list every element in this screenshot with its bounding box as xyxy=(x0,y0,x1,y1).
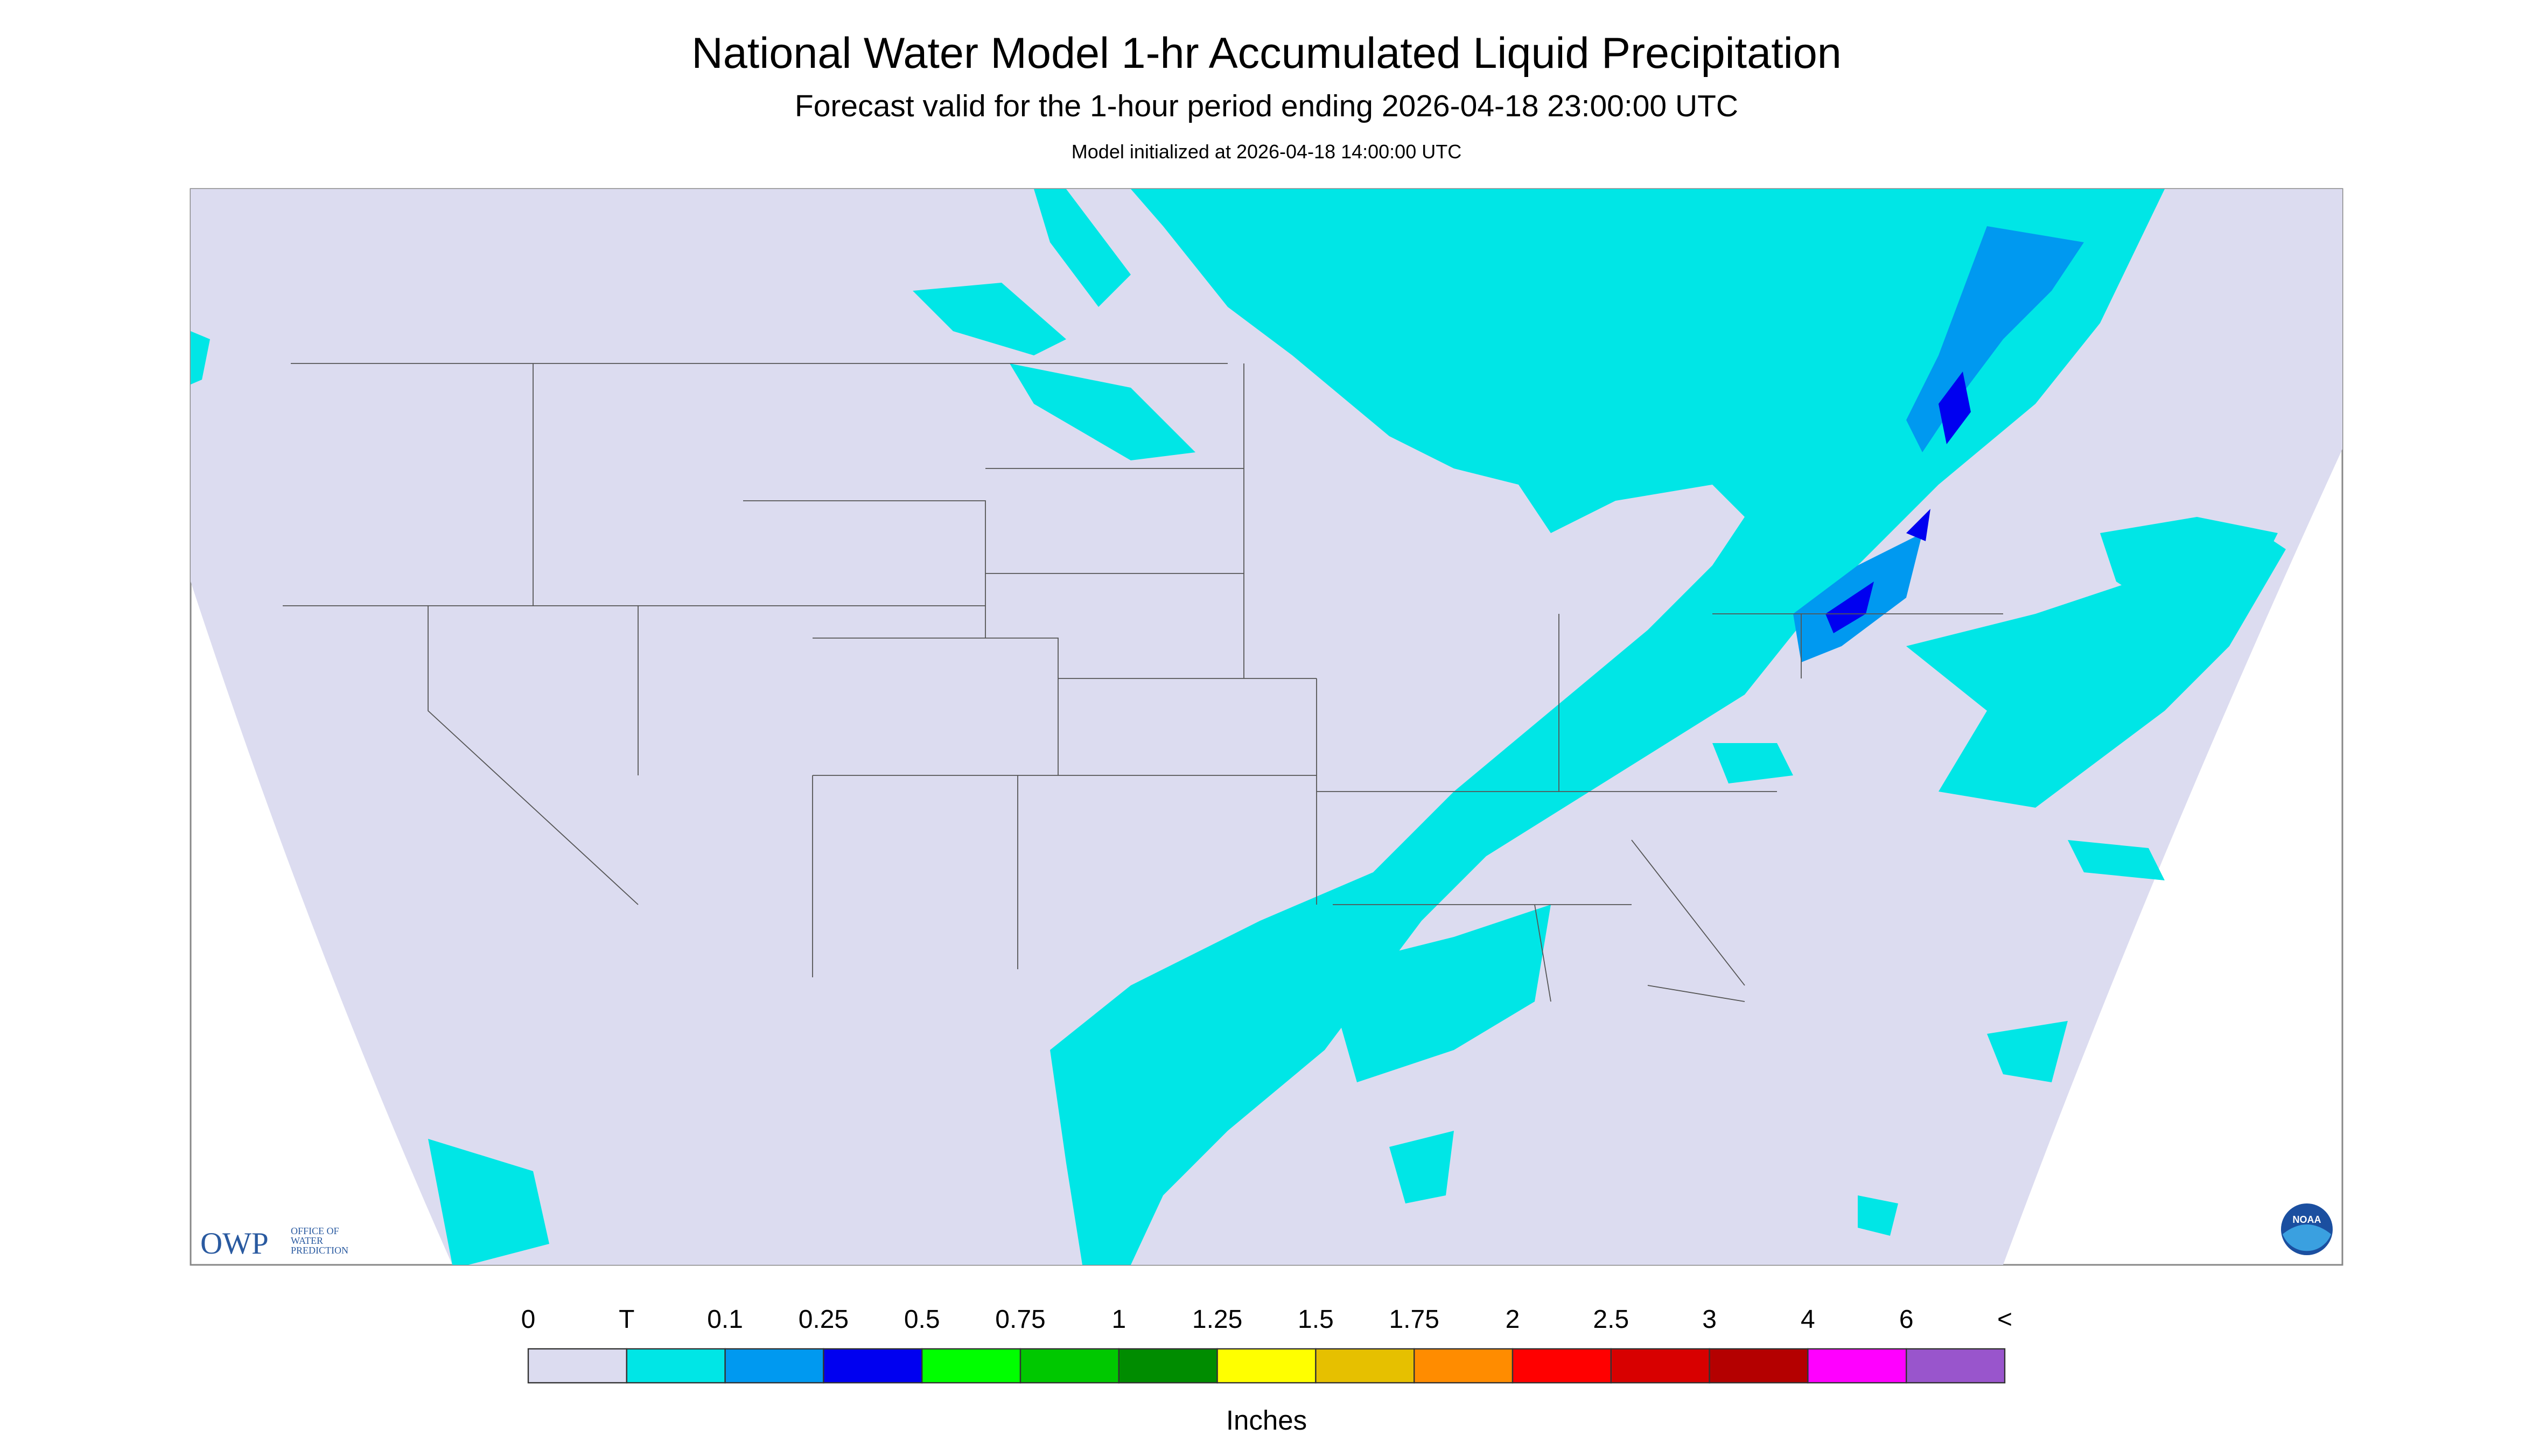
legend-label: 1.25 xyxy=(1192,1305,1242,1334)
state-lines xyxy=(283,363,2003,1002)
precip-trace xyxy=(191,189,2286,1265)
legend-units: Inches xyxy=(1226,1405,1307,1436)
owp-mark: OWP xyxy=(200,1227,269,1261)
legend-label: 2 xyxy=(1506,1305,1520,1334)
legend-label: 1.5 xyxy=(1298,1305,1334,1334)
legend-label: 3 xyxy=(1702,1305,1717,1334)
legend-label: T xyxy=(619,1305,634,1334)
owp-text: WATER xyxy=(291,1235,323,1246)
title: National Water Model 1-hr Accumulated Li… xyxy=(691,29,1842,78)
noaa-text: NOAA xyxy=(2293,1214,2321,1225)
legend-label: 0.5 xyxy=(904,1305,940,1334)
legend-swatch xyxy=(1807,1348,1907,1384)
legend-swatch xyxy=(921,1348,1021,1384)
legend-swatch xyxy=(1315,1348,1415,1384)
precip-moderate xyxy=(1825,372,1971,634)
init-note: Model initialized at 2026-04-18 14:00:00… xyxy=(1072,141,1461,163)
legend-swatch xyxy=(823,1348,923,1384)
legend-label: 6 xyxy=(1899,1305,1914,1334)
owp-logo: OWP OFFICE OF WATER PREDICTION xyxy=(200,1226,348,1261)
legend-label: 0.1 xyxy=(707,1305,743,1334)
owp-text: OFFICE OF xyxy=(291,1226,339,1236)
legend-swatch xyxy=(1512,1348,1612,1384)
legend-label: 4 xyxy=(1801,1305,1815,1334)
legend-swatch xyxy=(724,1348,824,1384)
legend-swatch xyxy=(1216,1348,1317,1384)
legend: 0 T 0.1 0.25 0.5 0.75 1 1.25 1.5 1.75 2 2.5 3 4 6 < xyxy=(521,1305,2012,1384)
legend-swatch xyxy=(1905,1348,2006,1384)
owp-text: PREDICTION xyxy=(291,1245,348,1256)
legend-swatch xyxy=(1414,1348,1514,1384)
legend-label: 1 xyxy=(1111,1305,1126,1334)
legend-swatch xyxy=(1019,1348,1120,1384)
noaa-logo: NOAA xyxy=(2281,1203,2333,1256)
legend-label: 2.5 xyxy=(1593,1305,1629,1334)
legend-label: < xyxy=(1997,1305,2012,1334)
legend-swatch xyxy=(626,1348,726,1384)
legend-label: 0 xyxy=(521,1305,536,1334)
legend-label: 0.75 xyxy=(995,1305,1045,1334)
legend-label: 1.75 xyxy=(1389,1305,1439,1334)
map: OWP OFFICE OF WATER PREDICTION NOAA xyxy=(190,188,2343,1266)
legend-swatch xyxy=(1709,1348,1809,1384)
legend-swatch xyxy=(1610,1348,1710,1384)
subtitle: Forecast valid for the 1-hour period end… xyxy=(795,89,1738,123)
legend-label: 0.25 xyxy=(799,1305,849,1334)
legend-swatch xyxy=(527,1348,628,1384)
noaa-wave xyxy=(2283,1224,2331,1251)
legend-swatch xyxy=(1118,1348,1218,1384)
